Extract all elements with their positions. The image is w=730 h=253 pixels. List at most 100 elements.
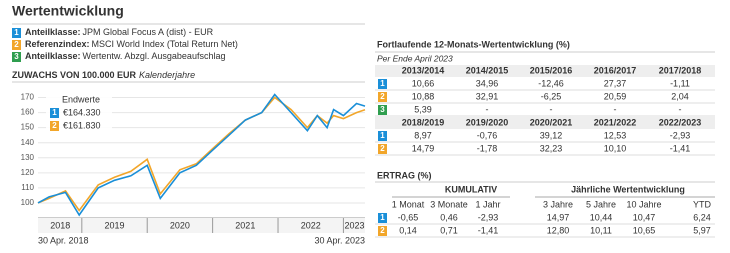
column-header: 10 Jahre (626, 199, 661, 209)
table-cell: 6,24 (693, 212, 711, 222)
legend-text: JPM Global Focus A (dist) - EUR (83, 27, 214, 37)
legend-entry: Anteilklasse: Wertentw. Abzgl. Ausgabeauf… (25, 51, 225, 61)
badge (12, 52, 21, 62)
table-cell: 0,14 (399, 225, 417, 235)
badge (378, 144, 387, 154)
badge (378, 213, 387, 223)
column-header: YTD (693, 199, 712, 209)
y-tick-label: 110 (21, 183, 34, 192)
y-tick-label: 150 (21, 123, 35, 132)
chart-title-main: ZUWACHS VON 100.000 EUR (12, 70, 137, 80)
column-header: 2013/2014 (402, 65, 445, 75)
badge (378, 92, 387, 102)
badge-number: 3 (380, 105, 385, 114)
badge (378, 79, 387, 89)
x-start-label: 30 Apr. 2018 (38, 235, 89, 245)
end-value: €164.330 (63, 107, 101, 117)
table-cell: 10,88 (412, 91, 435, 101)
badge-number: 1 (52, 108, 57, 117)
column-header: 3 Jahre (543, 199, 573, 209)
chart-subtitle: Kalenderjahre (139, 70, 195, 80)
column-header: 2015/2016 (530, 65, 573, 75)
x-end-label: 30 Apr. 2023 (314, 235, 365, 245)
table-cell: - (614, 104, 617, 114)
column-header: 2017/2018 (659, 65, 702, 75)
table-cell: -0,76 (477, 130, 498, 140)
badge (378, 105, 387, 115)
header-row (375, 117, 715, 129)
table-cell: 12,80 (547, 225, 570, 235)
legend-label: Anteilklasse: (25, 51, 81, 61)
y-tick-label: 170 (21, 93, 35, 102)
table-cell: -1,41 (478, 225, 499, 235)
badge-number: 2 (380, 144, 385, 153)
column-header: 2021/2022 (594, 117, 637, 127)
table-cell: - (486, 104, 489, 114)
column-header: 2019/2020 (466, 117, 509, 127)
x-tick-label: 2023 (345, 220, 365, 230)
table-cell: -0,65 (398, 212, 419, 222)
x-tick-label: 2020 (170, 220, 190, 230)
legend-label: Anteilklasse: (25, 27, 81, 37)
badge-number: 2 (380, 92, 385, 101)
badge-number: 1 (380, 213, 385, 222)
table-cell: 10,44 (590, 212, 613, 222)
x-tick-label: 2019 (105, 220, 125, 230)
y-tick-label: 100 (21, 198, 35, 207)
badge-number: 2 (380, 226, 385, 235)
table-cell: - (679, 104, 682, 114)
badge (50, 108, 59, 118)
table-cell: 10,66 (412, 78, 435, 88)
badge-number: 1 (14, 28, 19, 37)
end-values-title: Endwerte (62, 94, 100, 104)
x-tick-label: 2022 (301, 220, 321, 230)
legend-entry: Referenzindex: MSCI World Index (Total Re… (25, 39, 238, 49)
badge (50, 121, 59, 131)
table-cell: 39,12 (540, 130, 563, 140)
badge (12, 40, 21, 50)
table-cell: 5,97 (693, 225, 711, 235)
badge (378, 131, 387, 141)
column-header: 2020/2021 (530, 117, 573, 127)
column-header: 2022/2023 (659, 117, 702, 127)
table-cell: 0,46 (440, 212, 458, 222)
table-cell: 10,65 (633, 225, 656, 235)
table-cell: 5,39 (414, 104, 432, 114)
x-tick-label: 2021 (235, 220, 255, 230)
table-cell: -2,93 (478, 212, 499, 222)
end-value: €161.830 (63, 120, 101, 130)
table-cell: 10,10 (604, 143, 627, 153)
column-header: 5 Jahre (586, 199, 616, 209)
table-title: ERTRAG (%) (377, 170, 432, 180)
badge-number: 2 (14, 40, 19, 49)
badge (12, 28, 21, 38)
table-cell: -1,41 (670, 143, 691, 153)
table-cell: - (550, 104, 553, 114)
chart-title: ZUWACHS VON 100.000 EUR Kalenderjahre (12, 70, 195, 80)
header-row (375, 65, 715, 77)
badge-number: 3 (14, 52, 19, 61)
badge-number: 2 (52, 121, 57, 130)
series-line (37, 93, 366, 217)
table-subtitle: Per Ende April 2023 (377, 53, 453, 63)
table-cell: 27,37 (604, 78, 627, 88)
column-header: 1 Monat (392, 199, 425, 209)
table-cell: 14,97 (547, 212, 570, 222)
group-header: Jährliche Wertentwicklung (571, 184, 685, 194)
table-cell: 32,91 (476, 91, 499, 101)
y-tick-label: 120 (21, 168, 35, 177)
column-header: 2014/2015 (466, 65, 509, 75)
table-cell: 10,47 (633, 212, 656, 222)
badge (378, 226, 387, 236)
legend-text: Wertentw. Abzgl. Ausgabeaufschlag (83, 51, 226, 61)
table-cell: 12,53 (604, 130, 627, 140)
column-header: 1 Jahr (475, 199, 500, 209)
table-cell: -6,25 (541, 91, 562, 101)
column-header: 2016/2017 (594, 65, 637, 75)
badge-number: 1 (380, 79, 385, 88)
table-cell: 20,59 (604, 91, 627, 101)
table-cell: -1,11 (670, 78, 690, 88)
series-line (37, 96, 366, 212)
table-cell: 2,04 (671, 91, 689, 101)
